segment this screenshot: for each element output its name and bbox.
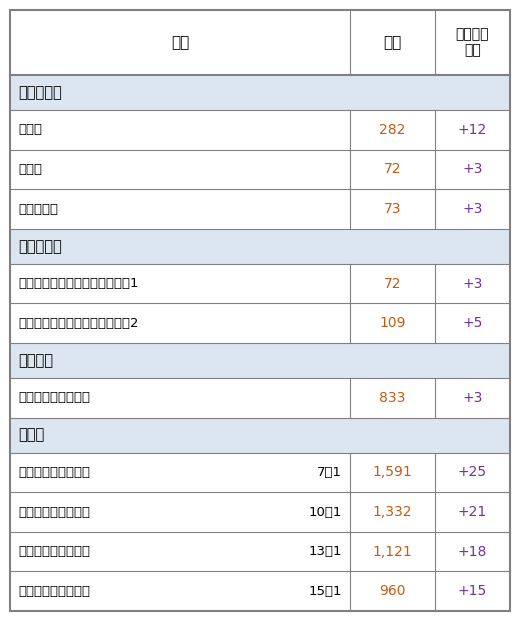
Text: 項目: 項目 [171,35,189,50]
Text: +18: +18 [458,545,487,559]
Text: +21: +21 [458,505,487,519]
Text: +25: +25 [458,465,487,479]
Text: 一般病棟入院基本料: 一般病棟入院基本料 [18,585,90,597]
Bar [10,417,510,453]
Text: 点数: 点数 [383,35,401,50]
Text: 1,332: 1,332 [373,505,412,519]
Bar [10,75,510,110]
Bar [10,150,510,189]
Bar [10,110,510,150]
Text: 960: 960 [379,584,406,598]
Text: 医学管理等: 医学管理等 [18,239,62,254]
Text: 13対1: 13対1 [308,545,342,558]
Text: 再診料: 再診料 [18,163,42,176]
Text: 在宅医療: 在宅医療 [18,353,53,368]
Bar [10,453,510,492]
Text: +12: +12 [458,123,487,137]
Text: 一般病棟入院基本料: 一般病棟入院基本料 [18,466,90,479]
Bar [10,343,510,378]
Text: 1,121: 1,121 [373,545,412,559]
Text: +5: +5 [462,316,483,330]
Text: +3: +3 [462,202,483,216]
Text: 在宅患者訪問診療料: 在宅患者訪問診療料 [18,391,90,404]
Text: 初・再診料: 初・再診料 [18,85,62,100]
Text: 1,591: 1,591 [373,465,412,479]
Text: +15: +15 [458,584,487,598]
Text: 前回改定
対比: 前回改定 対比 [456,27,489,58]
Text: 15対1: 15対1 [308,585,342,597]
Text: 7対1: 7対1 [317,466,342,479]
Text: 外来診療料: 外来診療料 [18,202,58,215]
Bar [10,304,510,343]
Text: 入院料: 入院料 [18,428,44,443]
Text: 72: 72 [384,163,401,176]
Bar [10,532,510,571]
Text: 73: 73 [384,202,401,216]
Text: 282: 282 [379,123,406,137]
Bar [10,189,510,229]
Bar [10,264,510,304]
Bar [10,492,510,532]
Bar [10,571,510,611]
Text: 一般病棟入院基本料: 一般病棟入院基本料 [18,545,90,558]
Bar [10,378,510,417]
Text: 109: 109 [379,316,406,330]
Text: 833: 833 [379,391,406,405]
Text: +3: +3 [462,163,483,176]
Text: +3: +3 [462,276,483,291]
Text: 10対1: 10対1 [309,505,342,519]
Bar [10,229,510,264]
Text: 72: 72 [384,276,401,291]
Text: 一般病棟入院基本料: 一般病棟入院基本料 [18,505,90,519]
Text: 外来リハビリテーション診療料2: 外来リハビリテーション診療料2 [18,317,138,330]
Text: 外来リハビリテーション診療料1: 外来リハビリテーション診療料1 [18,277,138,290]
Text: +3: +3 [462,391,483,405]
Text: 初診料: 初診料 [18,124,42,136]
Bar [10,10,510,75]
